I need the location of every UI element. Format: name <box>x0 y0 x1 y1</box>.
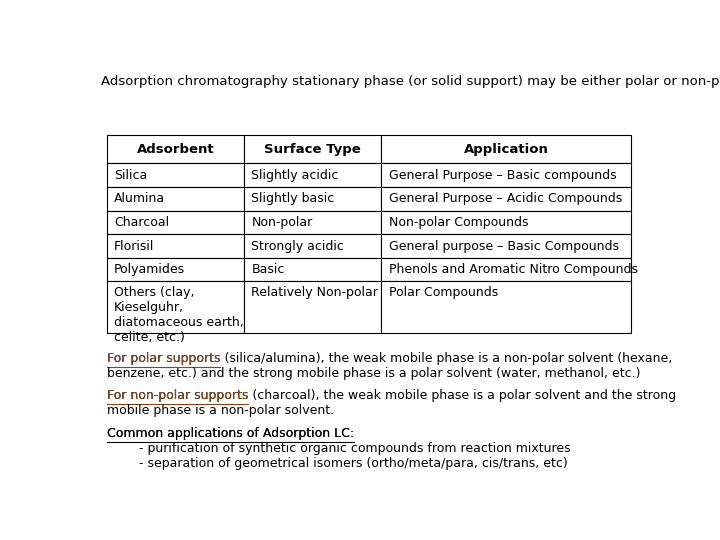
Text: Slightly acidic: Slightly acidic <box>251 168 338 181</box>
Text: Alumina: Alumina <box>114 192 165 205</box>
Bar <box>107 211 244 234</box>
Text: For polar supports: For polar supports <box>107 352 220 365</box>
Text: For non-polar supports (charcoal), the weak mobile phase is a polar solvent and : For non-polar supports (charcoal), the w… <box>107 389 676 417</box>
Bar <box>382 211 631 234</box>
Text: Adsorption chromatography stationary phase (or solid support) may be either pola: Adsorption chromatography stationary pha… <box>101 75 720 88</box>
Bar <box>382 187 631 211</box>
Bar <box>244 164 382 187</box>
Bar <box>244 187 382 211</box>
Text: Silica: Silica <box>114 168 148 181</box>
Text: For non-polar supports: For non-polar supports <box>107 389 248 402</box>
Text: Non-polar Compounds: Non-polar Compounds <box>389 216 528 229</box>
Text: Common applications of Adsorption LC:
        - purification of synthetic organi: Common applications of Adsorption LC: - … <box>107 427 570 470</box>
Bar <box>107 258 244 281</box>
Text: General Purpose – Acidic Compounds: General Purpose – Acidic Compounds <box>389 192 622 205</box>
Text: Non-polar: Non-polar <box>251 216 312 229</box>
Text: Polyamides: Polyamides <box>114 263 185 276</box>
Bar <box>382 164 631 187</box>
Bar <box>244 136 382 164</box>
Text: Florisil: Florisil <box>114 240 154 253</box>
Bar <box>107 234 244 258</box>
Text: Common applications of Adsorption LC:: Common applications of Adsorption LC: <box>107 427 354 440</box>
Text: General Purpose – Basic compounds: General Purpose – Basic compounds <box>389 168 616 181</box>
Bar <box>244 258 382 281</box>
Text: Application: Application <box>464 143 549 156</box>
Text: Strongly acidic: Strongly acidic <box>251 240 344 253</box>
Bar <box>244 234 382 258</box>
Text: Phenols and Aromatic Nitro Compounds: Phenols and Aromatic Nitro Compounds <box>389 263 638 276</box>
Text: Slightly basic: Slightly basic <box>251 192 335 205</box>
Text: For polar supports (silica/alumina), the weak mobile phase is a non-polar solven: For polar supports (silica/alumina), the… <box>107 352 672 380</box>
Text: Surface Type: Surface Type <box>264 143 361 156</box>
Bar <box>244 211 382 234</box>
Bar <box>107 136 244 164</box>
Text: Charcoal: Charcoal <box>114 216 169 229</box>
Bar <box>382 136 631 164</box>
Bar <box>382 234 631 258</box>
Text: Relatively Non-polar: Relatively Non-polar <box>251 286 378 300</box>
Bar <box>107 164 244 187</box>
Text: Basic: Basic <box>251 263 284 276</box>
Text: General purpose – Basic Compounds: General purpose – Basic Compounds <box>389 240 618 253</box>
Text: Adsorbent: Adsorbent <box>137 143 215 156</box>
Bar <box>382 258 631 281</box>
Bar <box>107 187 244 211</box>
Text: Others (clay,
Kieselguhr,
diatomaceous earth,
celite, etc.): Others (clay, Kieselguhr, diatomaceous e… <box>114 286 244 345</box>
Text: Polar Compounds: Polar Compounds <box>389 286 498 300</box>
